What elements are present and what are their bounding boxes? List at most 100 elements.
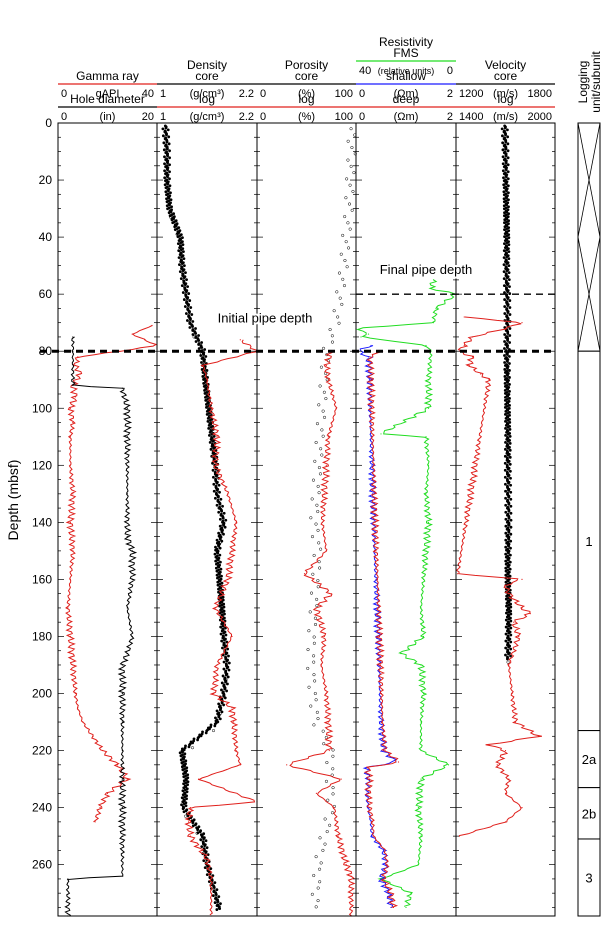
point-density-0 [226,647,230,651]
point-density-0 [220,603,224,607]
point-velocity-0 [505,284,509,288]
point-porosity-0 [338,296,342,300]
point-velocity-0 [505,262,509,266]
point-velocity-0 [509,654,512,658]
header-max-density-2: 2.2 [239,111,254,123]
point-density-0 [217,895,221,899]
point-density-1 [235,521,237,523]
point-density-0 [220,509,224,513]
point-density-0 [220,701,224,705]
point-velocity-0 [505,608,509,612]
point-density-0 [213,496,217,500]
point-gamma-0 [72,550,74,552]
point-porosity-1 [327,721,329,723]
point-porosity-0 [310,892,314,896]
point-density-0 [220,539,224,543]
point-density-0 [215,503,219,507]
point-velocity-0 [508,369,511,372]
point-velocity-0 [506,572,510,576]
point-density-0 [197,343,201,346]
point-density-0 [218,907,222,910]
point-porosity-1 [345,864,347,866]
point-porosity-0 [344,240,348,244]
point-porosity-0 [313,616,317,620]
point-porosity-0 [323,842,327,846]
point-density-0 [186,780,190,784]
point-density-0 [184,312,188,315]
point-velocity-0 [506,332,510,335]
point-velocity-0 [505,352,509,356]
point-density-0 [187,292,191,295]
point-density-0 [183,797,187,801]
point-velocity-0 [504,154,508,158]
point-velocity-0 [507,236,511,240]
point-velocity-0 [506,360,509,363]
point-velocity-1 [471,356,474,358]
point-density-0 [166,207,169,211]
point-resistivity-2 [371,436,374,438]
point-velocity-0 [505,227,509,231]
point-velocity-0 [508,560,512,564]
point-porosity-0 [324,397,328,401]
header-title-resistivity-1: FMS [393,46,418,60]
point-density-0 [223,696,227,700]
point-density-0 [217,483,221,487]
point-porosity-0 [343,258,347,263]
point-porosity-0 [349,127,353,131]
point-density-0 [224,518,228,522]
point-velocity-0 [503,454,507,458]
point-velocity-0 [504,524,508,528]
point-velocity-0 [508,462,512,466]
point-velocity-0 [507,516,511,520]
point-density-0 [200,845,204,849]
point-velocity-0 [503,291,506,294]
header-max-resistivity-2: 2 [447,88,453,100]
point-gamma-1 [121,387,123,389]
point-density-0 [181,750,185,754]
point-porosity-0 [339,252,343,256]
point-density-0 [180,262,184,266]
point-density-0 [215,481,219,485]
point-velocity-0 [501,162,505,166]
point-density-0 [211,468,215,472]
point-density-0 [168,149,171,153]
point-porosity-0 [312,654,316,658]
point-density-0 [217,544,221,548]
point-density-1 [227,493,229,495]
point-velocity-1 [504,327,507,329]
point-velocity-0 [508,469,512,473]
point-density-0 [223,687,227,691]
point-density-0 [182,298,186,301]
point-density-0 [181,243,185,247]
point-velocity-0 [507,278,511,282]
point-porosity-0 [316,899,320,903]
point-density-0 [187,318,191,322]
header-unit-porosity-2: (%) [298,111,315,123]
point-resistivity-1 [375,578,377,581]
point-porosity-1 [325,364,327,367]
point-velocity-0 [504,597,508,601]
point-resistivity-2 [382,878,385,880]
point-resistivity-2 [367,792,370,794]
point-density-0 [216,551,220,555]
point-resistivity-0 [420,721,422,723]
point-porosity-0 [315,597,319,601]
point-porosity-0 [318,880,322,884]
header-unit-density-2: (g/cm³) [190,111,225,123]
point-velocity-0 [506,489,510,493]
point-density-0 [189,306,193,309]
point-gamma-0 [67,607,69,609]
point-density-0 [169,198,173,202]
point-density-0 [226,675,230,679]
point-velocity-0 [506,339,510,342]
point-resistivity-1 [382,849,385,851]
point-porosity-0 [321,346,326,350]
point-velocity-0 [507,264,511,268]
point-velocity-0 [506,460,510,464]
header-min-porosity-2: 0 [260,111,266,123]
point-porosity-0 [325,830,329,834]
point-porosity-0 [350,208,354,212]
point-density-0 [207,423,211,427]
point-density-0 [219,596,223,600]
